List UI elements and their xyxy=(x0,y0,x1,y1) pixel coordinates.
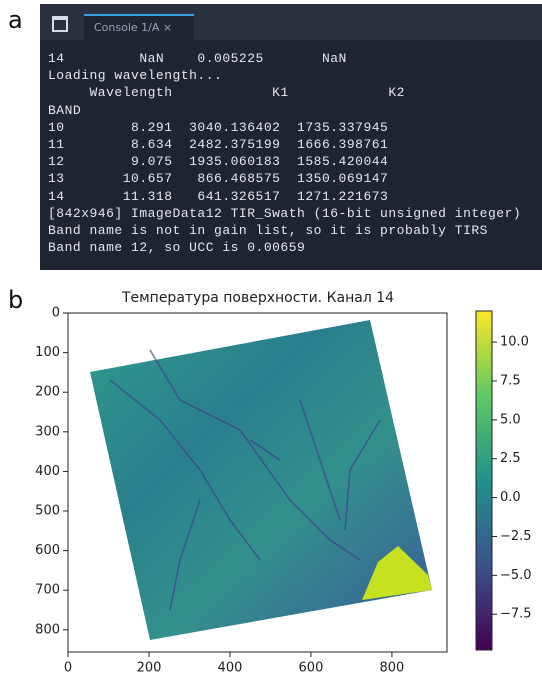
colorbar-tick-label: 0.0 xyxy=(500,490,521,505)
y-tick-label: 400 xyxy=(35,464,60,479)
y-tick-label: 100 xyxy=(35,345,60,360)
chart: Температура поверхности. Канал 14 0 200 40… xyxy=(0,0,542,673)
colorbar-tick-label: −5.0 xyxy=(500,568,532,583)
y-tick-label: 0 xyxy=(52,306,60,321)
colorbar-tick-label: −7.5 xyxy=(500,607,532,622)
x-tick-label: 0 xyxy=(64,661,72,673)
y-tick-label: 600 xyxy=(35,543,60,558)
x-tick-label: 200 xyxy=(137,661,162,673)
colorbar-tick-label: −2.5 xyxy=(500,529,532,544)
y-tick-label: 800 xyxy=(35,622,60,637)
y-tick-label: 200 xyxy=(35,385,60,400)
colorbar-tick-label: 7.5 xyxy=(500,373,521,388)
chart-title: Температура поверхности. Канал 14 xyxy=(121,290,394,306)
colorbar-tick-label: 2.5 xyxy=(500,451,521,466)
y-tick-label: 700 xyxy=(35,583,60,598)
colorbar xyxy=(476,311,492,650)
x-tick-label: 400 xyxy=(218,661,243,673)
colorbar-tick-label: 5.0 xyxy=(500,412,521,427)
page: a b Console 1/A × 14 NaN 0.005225 NaNLoa… xyxy=(0,0,542,673)
y-tick-label: 500 xyxy=(35,504,60,519)
colorbar-tick-label: 10.0 xyxy=(500,335,529,350)
x-tick-label: 600 xyxy=(299,661,324,673)
x-tick-label: 800 xyxy=(380,661,405,673)
y-tick-label: 300 xyxy=(35,424,60,439)
